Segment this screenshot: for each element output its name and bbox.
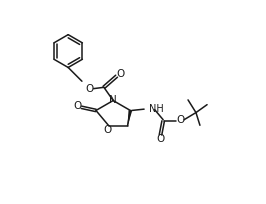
Text: O: O <box>73 101 81 111</box>
Polygon shape <box>127 110 132 126</box>
Text: O: O <box>156 134 165 144</box>
Text: O: O <box>176 115 184 125</box>
Text: O: O <box>117 69 125 79</box>
Text: NH: NH <box>149 104 164 114</box>
Text: N: N <box>109 95 117 105</box>
Text: O: O <box>104 125 112 135</box>
Text: O: O <box>85 84 93 94</box>
